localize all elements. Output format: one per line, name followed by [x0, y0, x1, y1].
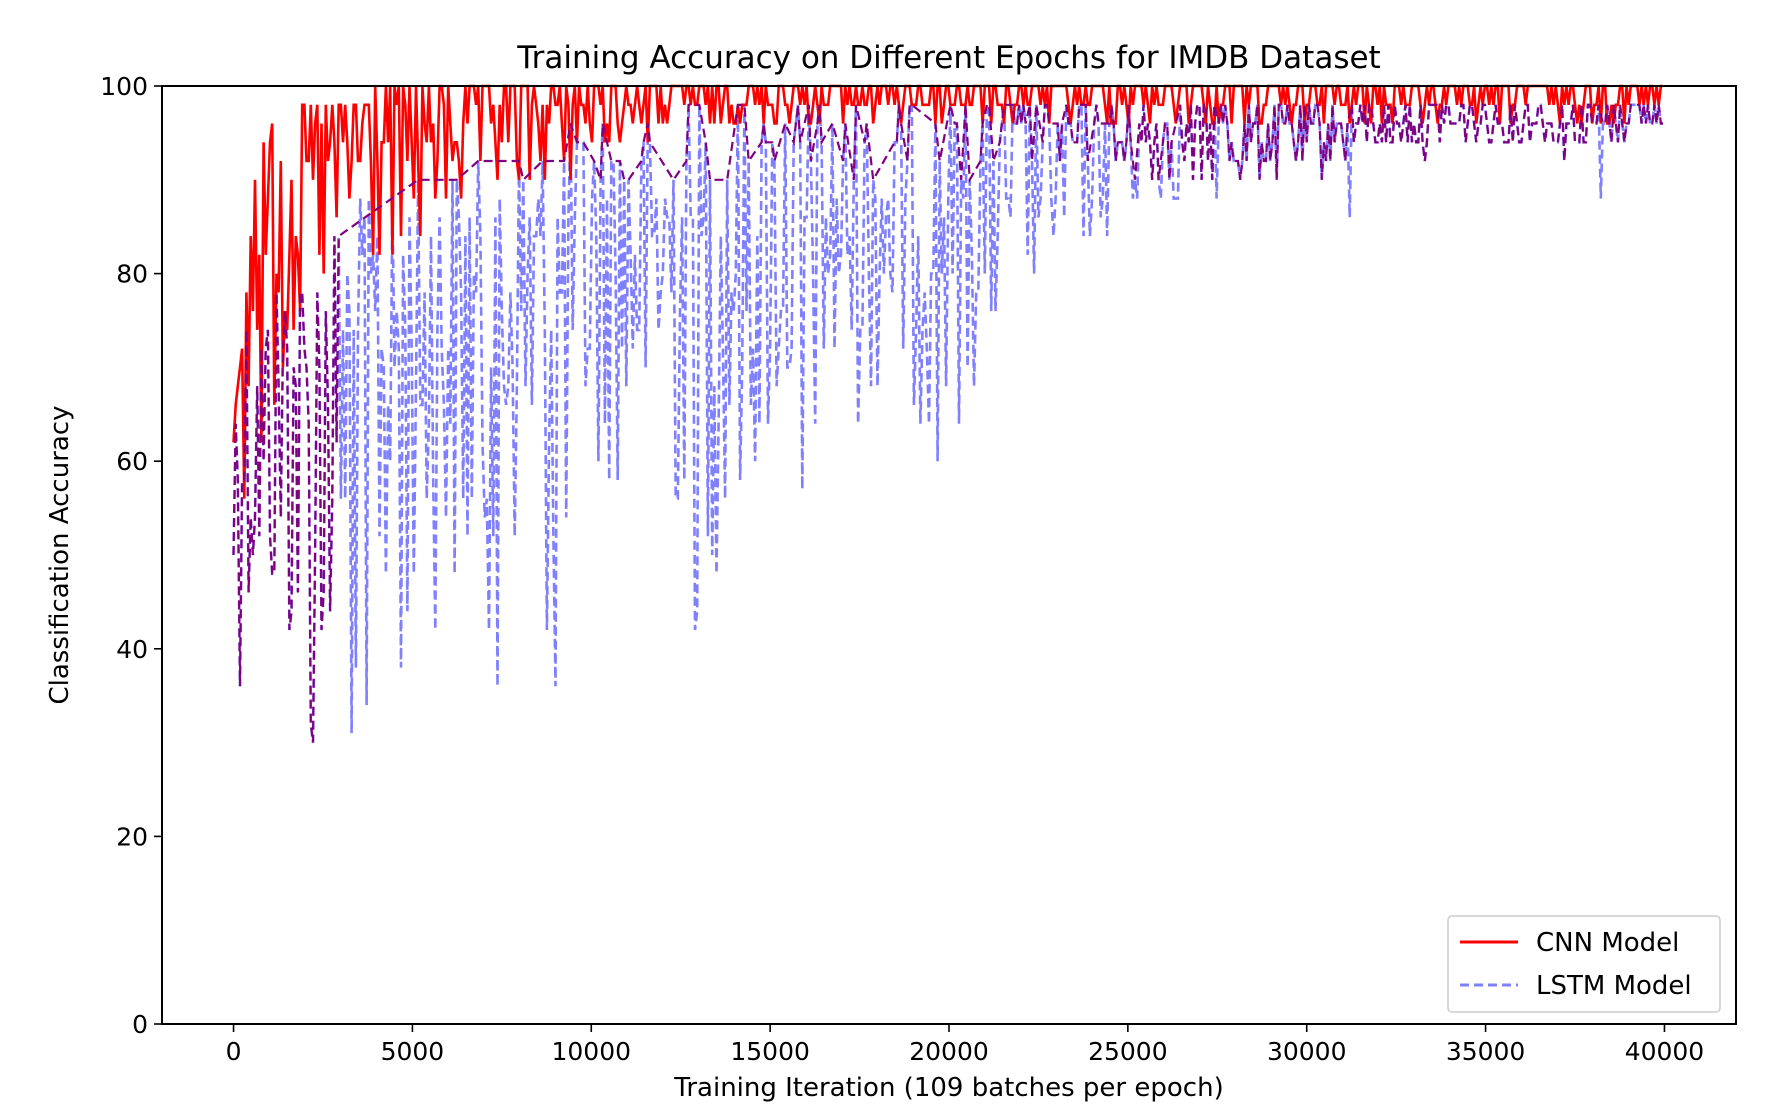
y-tick-label: 40 — [116, 635, 148, 664]
lstm-overlap-line — [232, 103, 1663, 743]
legend-label-cnn: CNN Model — [1536, 928, 1679, 958]
legend: CNN Model LSTM Model — [1447, 915, 1721, 1013]
y-axis-title: Classification Accuracy — [45, 406, 75, 705]
y-tick-label: 100 — [100, 72, 148, 101]
x-axis-title: Training Iteration (109 batches per epoc… — [673, 1073, 1223, 1103]
x-tick-label: 15000 — [730, 1037, 810, 1066]
y-axis: 0 20 40 60 80 100 — [100, 72, 162, 1039]
x-tick-label: 35000 — [1446, 1037, 1526, 1066]
x-tick-label: 20000 — [909, 1037, 989, 1066]
y-tick-label: 20 — [116, 822, 148, 851]
x-axis: 0 5000 10000 15000 20000 25000 30000 35000 40000 — [226, 1024, 1705, 1066]
x-tick-label: 10000 — [552, 1037, 632, 1066]
y-tick-label: 80 — [116, 260, 148, 289]
x-tick-label: 40000 — [1625, 1037, 1705, 1066]
x-tick-label: 0 — [226, 1037, 242, 1066]
y-tick-label: 0 — [132, 1010, 148, 1039]
x-tick-label: 25000 — [1088, 1037, 1168, 1066]
x-tick-label: 5000 — [381, 1037, 445, 1066]
legend-label-lstm: LSTM Model — [1536, 971, 1692, 1001]
lstm-line — [232, 103, 1663, 743]
chart-title: Training Accuracy on Different Epochs fo… — [516, 40, 1380, 76]
legend-box — [1447, 915, 1721, 1013]
x-tick-label: 30000 — [1267, 1037, 1347, 1066]
lstm-series — [232, 103, 1663, 743]
y-tick-label: 60 — [116, 447, 148, 476]
